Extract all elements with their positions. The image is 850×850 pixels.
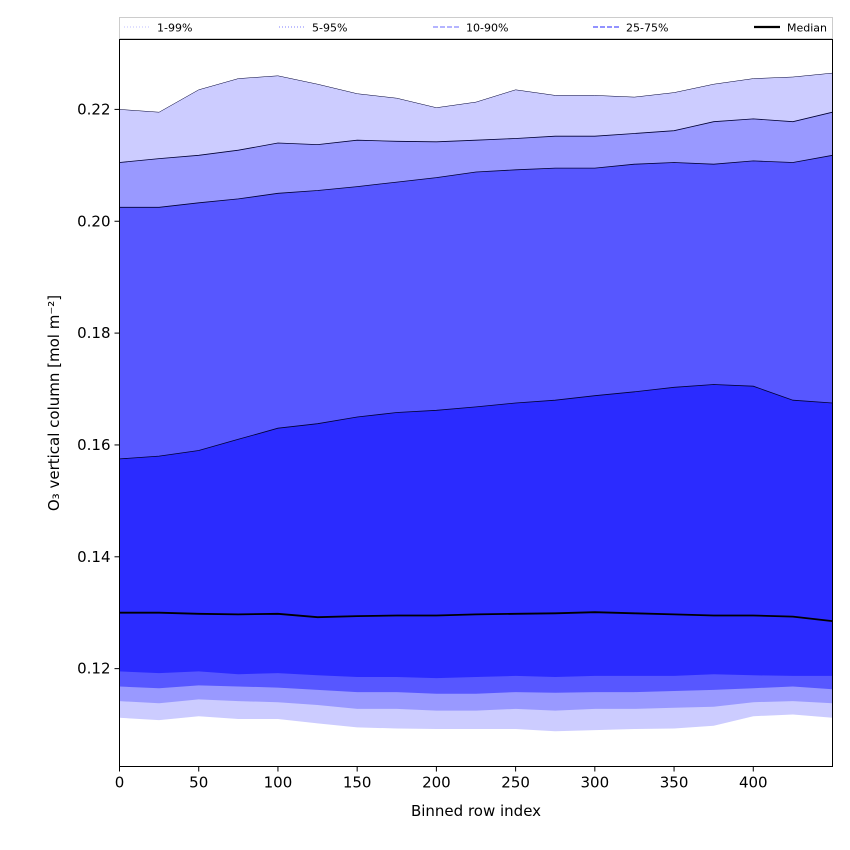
- y-tick-label: 0.20: [77, 212, 110, 230]
- x-tick-label: 200: [422, 774, 451, 792]
- legend-label: 5-95%: [312, 22, 347, 35]
- band-upper-edge-5-95%: [119, 111, 833, 163]
- plot-frame: [119, 39, 833, 767]
- x-tick-label: 300: [581, 774, 610, 792]
- legend-label: Median: [787, 22, 827, 35]
- band-upper-edge-10-90%: [119, 154, 833, 208]
- x-tick-label: 350: [660, 774, 689, 792]
- y-tick-label: 0.22: [77, 100, 110, 118]
- y-tick-label: 0.12: [77, 660, 110, 678]
- percentile-bands: [119, 72, 833, 732]
- legend-label: 1-99%: [157, 22, 192, 35]
- x-tick-label: 100: [264, 774, 293, 792]
- y-tick-label: 0.16: [77, 436, 110, 454]
- median-layer: [119, 611, 833, 622]
- legend-frame: [119, 17, 833, 39]
- x-tick-label: 50: [189, 774, 208, 792]
- legend-label: 10-90%: [466, 22, 508, 35]
- band-upper-edge-25-75%: [119, 384, 833, 460]
- band-25-75%: [119, 384, 833, 679]
- median-line: [119, 611, 833, 622]
- x-tick-label: 0: [115, 774, 125, 792]
- y-axis: 0.12 0.14 0.16 0.18 0.20 0.22: [77, 100, 120, 678]
- x-tick-label: 250: [501, 774, 530, 792]
- band-upper-edge-1-99%: [119, 72, 833, 113]
- x-axis: 0 50 100 150 200 250 300 350 400: [115, 766, 768, 792]
- x-tick-label: 150: [343, 774, 372, 792]
- x-tick-label: 400: [739, 774, 768, 792]
- x-axis-label: Binned row index: [411, 802, 541, 820]
- legend-label: 25-75%: [626, 22, 668, 35]
- y-tick-label: 0.18: [77, 324, 110, 342]
- y-tick-label: 0.14: [77, 548, 110, 566]
- y-axis-label: O₃ vertical column [mol m⁻²]: [45, 295, 63, 511]
- legend: 1-99% 5-95% 10-90% 25-75% Median: [119, 17, 833, 39]
